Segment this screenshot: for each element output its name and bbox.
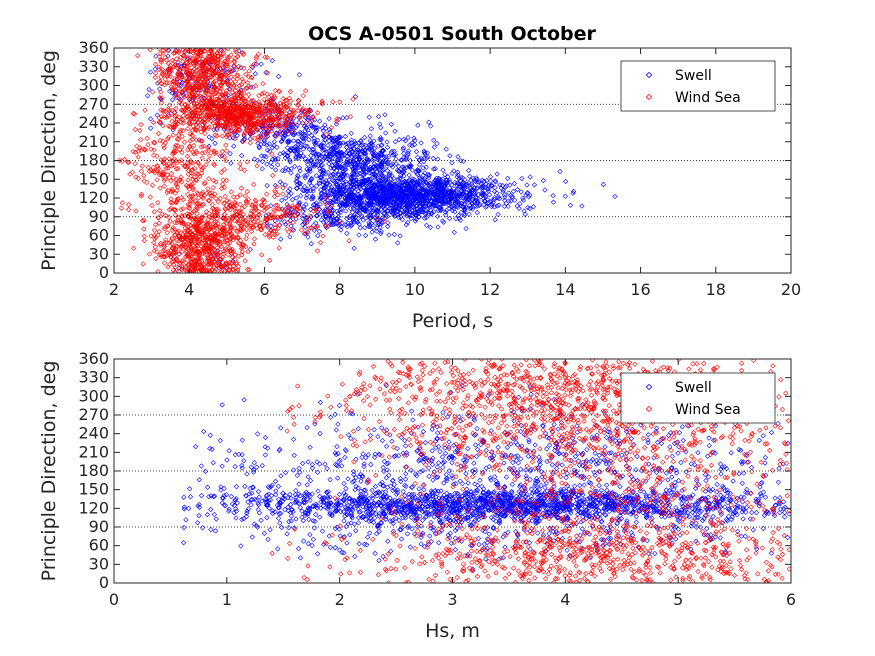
y-tick-label: 60 [89, 536, 109, 555]
y-tick-label: 270 [78, 94, 109, 113]
scatter-layer [116, 48, 618, 273]
legend-marker [645, 383, 653, 391]
y-axis-label: Principle Direction, deg [38, 361, 60, 582]
x-tick-label: 5 [673, 590, 683, 609]
y-tick-label: 150 [78, 169, 109, 188]
y-tick-label: 300 [78, 76, 109, 95]
y-tick-label: 270 [78, 405, 109, 424]
hs-direction-panel: 0 1 2 3 4 5 6030609012015018021024027030033036… [38, 349, 796, 642]
legend-marker [645, 71, 653, 79]
y-tick-label: 240 [78, 424, 109, 443]
x-tick-label: 6 [259, 280, 269, 299]
y-tick-label: 330 [78, 368, 109, 387]
x-tick-label: 0 [109, 590, 119, 609]
legend-box [620, 60, 776, 112]
y-tick-label: 90 [89, 207, 109, 226]
legend: Swell Wind Sea [620, 372, 776, 424]
y-tick-label: 120 [78, 188, 109, 207]
x-tick-label: 18 [706, 280, 726, 299]
x-tick-label: 10 [405, 280, 425, 299]
y-tick-label: 30 [89, 244, 109, 263]
x-tick-label: 14 [555, 280, 575, 299]
legend: Swell Wind Sea [620, 60, 776, 112]
y-tick-label: 0 [99, 263, 109, 282]
y-tick-label: 150 [78, 480, 109, 499]
x-tick-label: 2 [109, 280, 119, 299]
y-tick-label: 90 [89, 517, 109, 536]
legend-label: Swell [675, 68, 712, 84]
y-tick-label: 60 [89, 226, 109, 245]
y-tick-label: 180 [78, 151, 109, 170]
y-axis-label: Principle Direction, deg [38, 50, 60, 271]
x-tick-label: 2 [335, 590, 345, 609]
y-tick-label: 300 [78, 386, 109, 405]
legend-label: Wind Sea [675, 90, 741, 106]
x-tick-label: 4 [184, 280, 194, 299]
series-wind-sea [116, 48, 388, 273]
y-tick-label: 330 [78, 57, 109, 76]
y-tick-label: 30 [89, 554, 109, 573]
y-tick-label: 0 [99, 573, 109, 592]
y-tick-label: 120 [78, 498, 109, 517]
x-axis-label: Period, s [412, 310, 493, 332]
y-tick-label: 360 [78, 38, 109, 57]
x-tick-label: 3 [447, 590, 457, 609]
legend-marker [645, 93, 653, 101]
chart-title: OCS A-0501 South October [308, 23, 596, 45]
x-tick-label: 20 [781, 280, 801, 299]
x-tick-label: 8 [335, 280, 345, 299]
legend-label: Swell [675, 380, 712, 396]
x-tick-label: 12 [480, 280, 500, 299]
x-tick-label: 1 [222, 590, 232, 609]
x-tick-label: 6 [786, 590, 796, 609]
legend-label: Wind Sea [675, 402, 741, 418]
y-tick-label: 240 [78, 113, 109, 132]
y-tick-label: 180 [78, 461, 109, 480]
legend-box [620, 372, 776, 424]
legend-marker [645, 405, 653, 413]
data-points [116, 48, 388, 273]
period-direction-panel: 2 4 6 8 10 12 14 16 18 20 030609012015018021024027… [38, 38, 801, 332]
x-tick-label: 16 [630, 280, 650, 299]
x-tick-label: 4 [560, 590, 570, 609]
y-tick-label: 210 [78, 132, 109, 151]
x-axis-label: Hs, m [425, 620, 480, 642]
y-tick-label: 210 [78, 442, 109, 461]
y-tick-label: 360 [78, 349, 109, 368]
